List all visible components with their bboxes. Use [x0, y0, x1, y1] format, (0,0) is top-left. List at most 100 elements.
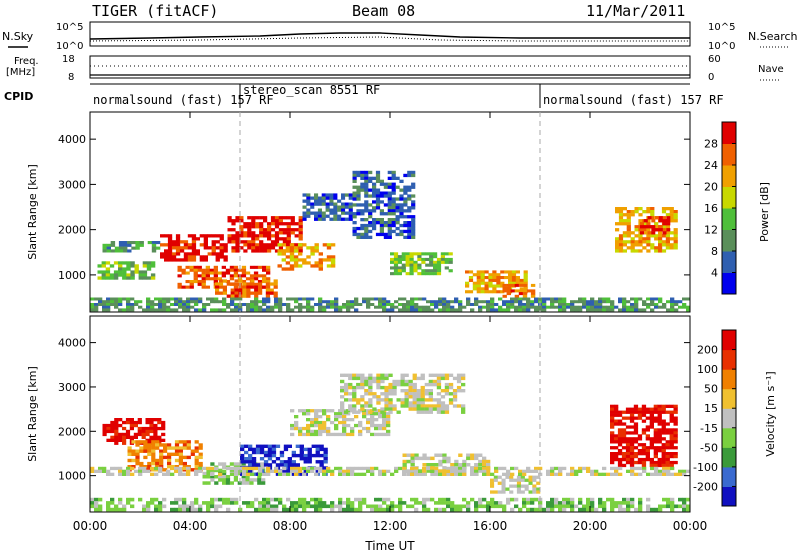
heatmap-cell [386, 429, 391, 434]
heatmap-cell [478, 459, 483, 464]
heatmap-cell [326, 469, 331, 473]
heatmap-cell [554, 297, 559, 301]
heatmap-cell [405, 272, 410, 276]
heatmap-cell [110, 300, 115, 304]
heatmap-cell [546, 507, 551, 512]
colorbar-swatch [722, 143, 736, 166]
heatmap-cell [434, 469, 439, 473]
heatmap-cell [454, 466, 459, 471]
heatmap-cell [185, 285, 190, 289]
heatmap-cell [586, 497, 591, 502]
heatmap-cell [368, 215, 373, 219]
heatmap-cell [235, 234, 240, 238]
heatmap-cell [456, 389, 462, 393]
heatmap-cell [462, 459, 467, 464]
heatmap-cell [666, 504, 671, 509]
heatmap-cell [610, 457, 615, 462]
heatmap-cell [462, 497, 467, 502]
heatmap-cell [269, 282, 274, 286]
heatmap-cell [653, 431, 658, 435]
heatmap-cell [364, 376, 369, 381]
heatmap-cell [174, 452, 180, 456]
heatmap-cell [342, 507, 347, 512]
heatmap-cell [141, 429, 146, 434]
heatmap-cell [287, 457, 292, 461]
heatmap-cell [496, 278, 501, 282]
heatmap-cell [372, 209, 377, 213]
heatmap-cell [334, 308, 339, 312]
heatmap-cell [653, 410, 658, 414]
heatmap-cell [218, 468, 223, 473]
heatmap-cell [199, 255, 204, 259]
radar-title: TIGER (fitACF) [92, 2, 218, 20]
heatmap-cell [253, 271, 259, 275]
heatmap-cell [686, 504, 691, 509]
heatmap-cell [275, 463, 281, 467]
heatmap-cell [566, 497, 571, 502]
heatmap-cell [182, 466, 187, 471]
heatmap-cell [518, 289, 524, 293]
heatmap-cell [366, 305, 371, 309]
heatmap-cell [641, 443, 647, 447]
heatmap-cell [404, 382, 409, 387]
heatmap-cell [274, 504, 279, 509]
heatmap-cell [394, 469, 399, 473]
heatmap-cell [438, 303, 443, 306]
heatmap-cell [474, 297, 479, 301]
heatmap-cell [348, 385, 353, 390]
heatmap-cell [360, 188, 365, 192]
heatmap-cell [518, 308, 523, 312]
heatmap-cell [326, 243, 332, 247]
heatmap-cell [524, 478, 529, 482]
heatmap-cell [411, 173, 416, 178]
heatmap-cell [251, 450, 257, 455]
heatmap-cell [341, 208, 346, 212]
heatmap-cell [310, 497, 315, 502]
heatmap-cell [146, 501, 151, 505]
heatmap-cell [344, 410, 349, 414]
heatmap-cell [484, 290, 489, 294]
heatmap-cell [306, 261, 311, 265]
heatmap-cell [114, 297, 119, 301]
heatmap-cell [302, 217, 307, 221]
heatmap-cell [502, 286, 507, 290]
heatmap-cell [323, 447, 328, 452]
heatmap-cell [492, 276, 497, 280]
colorbar-swatch [722, 186, 736, 209]
heatmap-cell [231, 222, 236, 226]
heatmap-cell [274, 234, 280, 238]
heatmap-cell [356, 382, 361, 387]
heatmap-cell [270, 246, 276, 250]
heatmap-cell [382, 303, 387, 306]
heatmap-cell [417, 257, 422, 261]
heatmap-cell [154, 497, 159, 502]
heatmap-cell [429, 272, 434, 276]
heatmap-cell [346, 507, 351, 512]
heatmap-cell [110, 472, 115, 476]
heatmap-cell [586, 303, 591, 306]
heatmap-cell [494, 308, 499, 312]
heatmap-cell [194, 297, 199, 301]
heatmap-cell [198, 465, 203, 469]
heatmap-cell [651, 228, 656, 232]
heatmap-cell [386, 432, 391, 437]
heatmap-cell [263, 249, 268, 253]
heatmap-cell [109, 276, 115, 280]
heatmap-cell [395, 185, 400, 189]
heatmap-cell [446, 308, 451, 312]
heatmap-cell [516, 487, 521, 491]
heatmap-cell [528, 481, 533, 485]
heatmap-cell [391, 197, 396, 201]
heatmap-cell [390, 504, 395, 509]
heatmap-cell [266, 497, 271, 502]
heatmap-cell [322, 423, 327, 428]
heatmap-cell [342, 303, 347, 306]
heatmap-cell [458, 453, 463, 457]
heatmap-cell [645, 457, 650, 462]
heatmap-cell [186, 507, 191, 512]
heatmap-cell [267, 234, 272, 238]
heatmap-cell [590, 297, 595, 301]
heatmap-cell [135, 455, 140, 460]
heatmap-cell [302, 504, 307, 509]
heatmap-cell [450, 305, 455, 309]
